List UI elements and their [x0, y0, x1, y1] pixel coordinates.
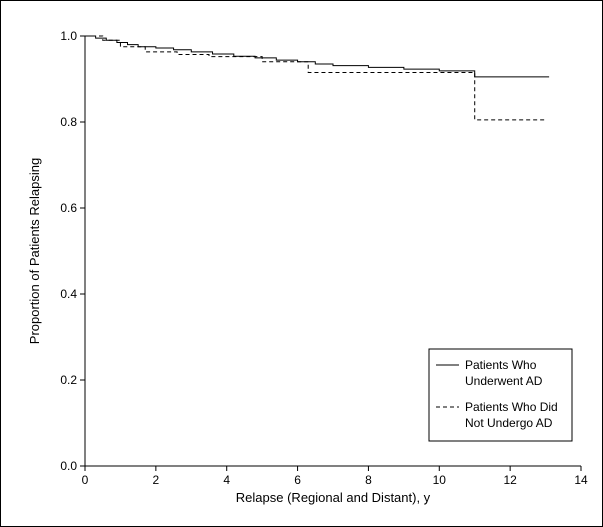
- x-tick-label: 4: [223, 473, 230, 487]
- series-line-did-not-undergo-ad: [85, 35, 546, 121]
- axes: [84, 36, 581, 467]
- series-lines: [85, 35, 550, 121]
- legend-label: Patients Who Did: [465, 400, 558, 414]
- y-tick-label: 1.0: [60, 29, 77, 43]
- x-tick-label: 2: [153, 473, 160, 487]
- y-tick-label: 0.2: [60, 373, 77, 387]
- y-tick-label: 0.0: [60, 459, 77, 473]
- x-tick-label: 10: [433, 473, 447, 487]
- legend-label: Not Undergo AD: [465, 416, 553, 430]
- x-tick-label: 0: [82, 473, 89, 487]
- x-tick-label: 14: [574, 473, 588, 487]
- legend-label: Underwent AD: [465, 374, 543, 388]
- legend-label: Patients Who: [465, 358, 537, 372]
- y-axis-title: Proportion of Patients Relapsing: [27, 158, 42, 344]
- legend-box: [428, 348, 573, 442]
- x-axis-ticks: 0 2 4 6 8 10 12 14: [82, 466, 588, 487]
- x-axis-title: Relapse (Regional and Distant), y: [236, 490, 431, 505]
- legend: Patients Who Underwent AD Patients Who Did…: [428, 348, 573, 442]
- y-axis-ticks: 0.0 0.2 0.4 0.6 0.8 1.0: [60, 29, 85, 473]
- y-tick-label: 0.8: [60, 115, 77, 129]
- x-tick-label: 12: [503, 473, 517, 487]
- x-tick-label: 6: [294, 473, 301, 487]
- series-line-underwent-ad: [85, 35, 550, 78]
- y-tick-label: 0.4: [60, 287, 77, 301]
- x-tick-label: 8: [365, 473, 372, 487]
- y-tick-label: 0.6: [60, 201, 77, 215]
